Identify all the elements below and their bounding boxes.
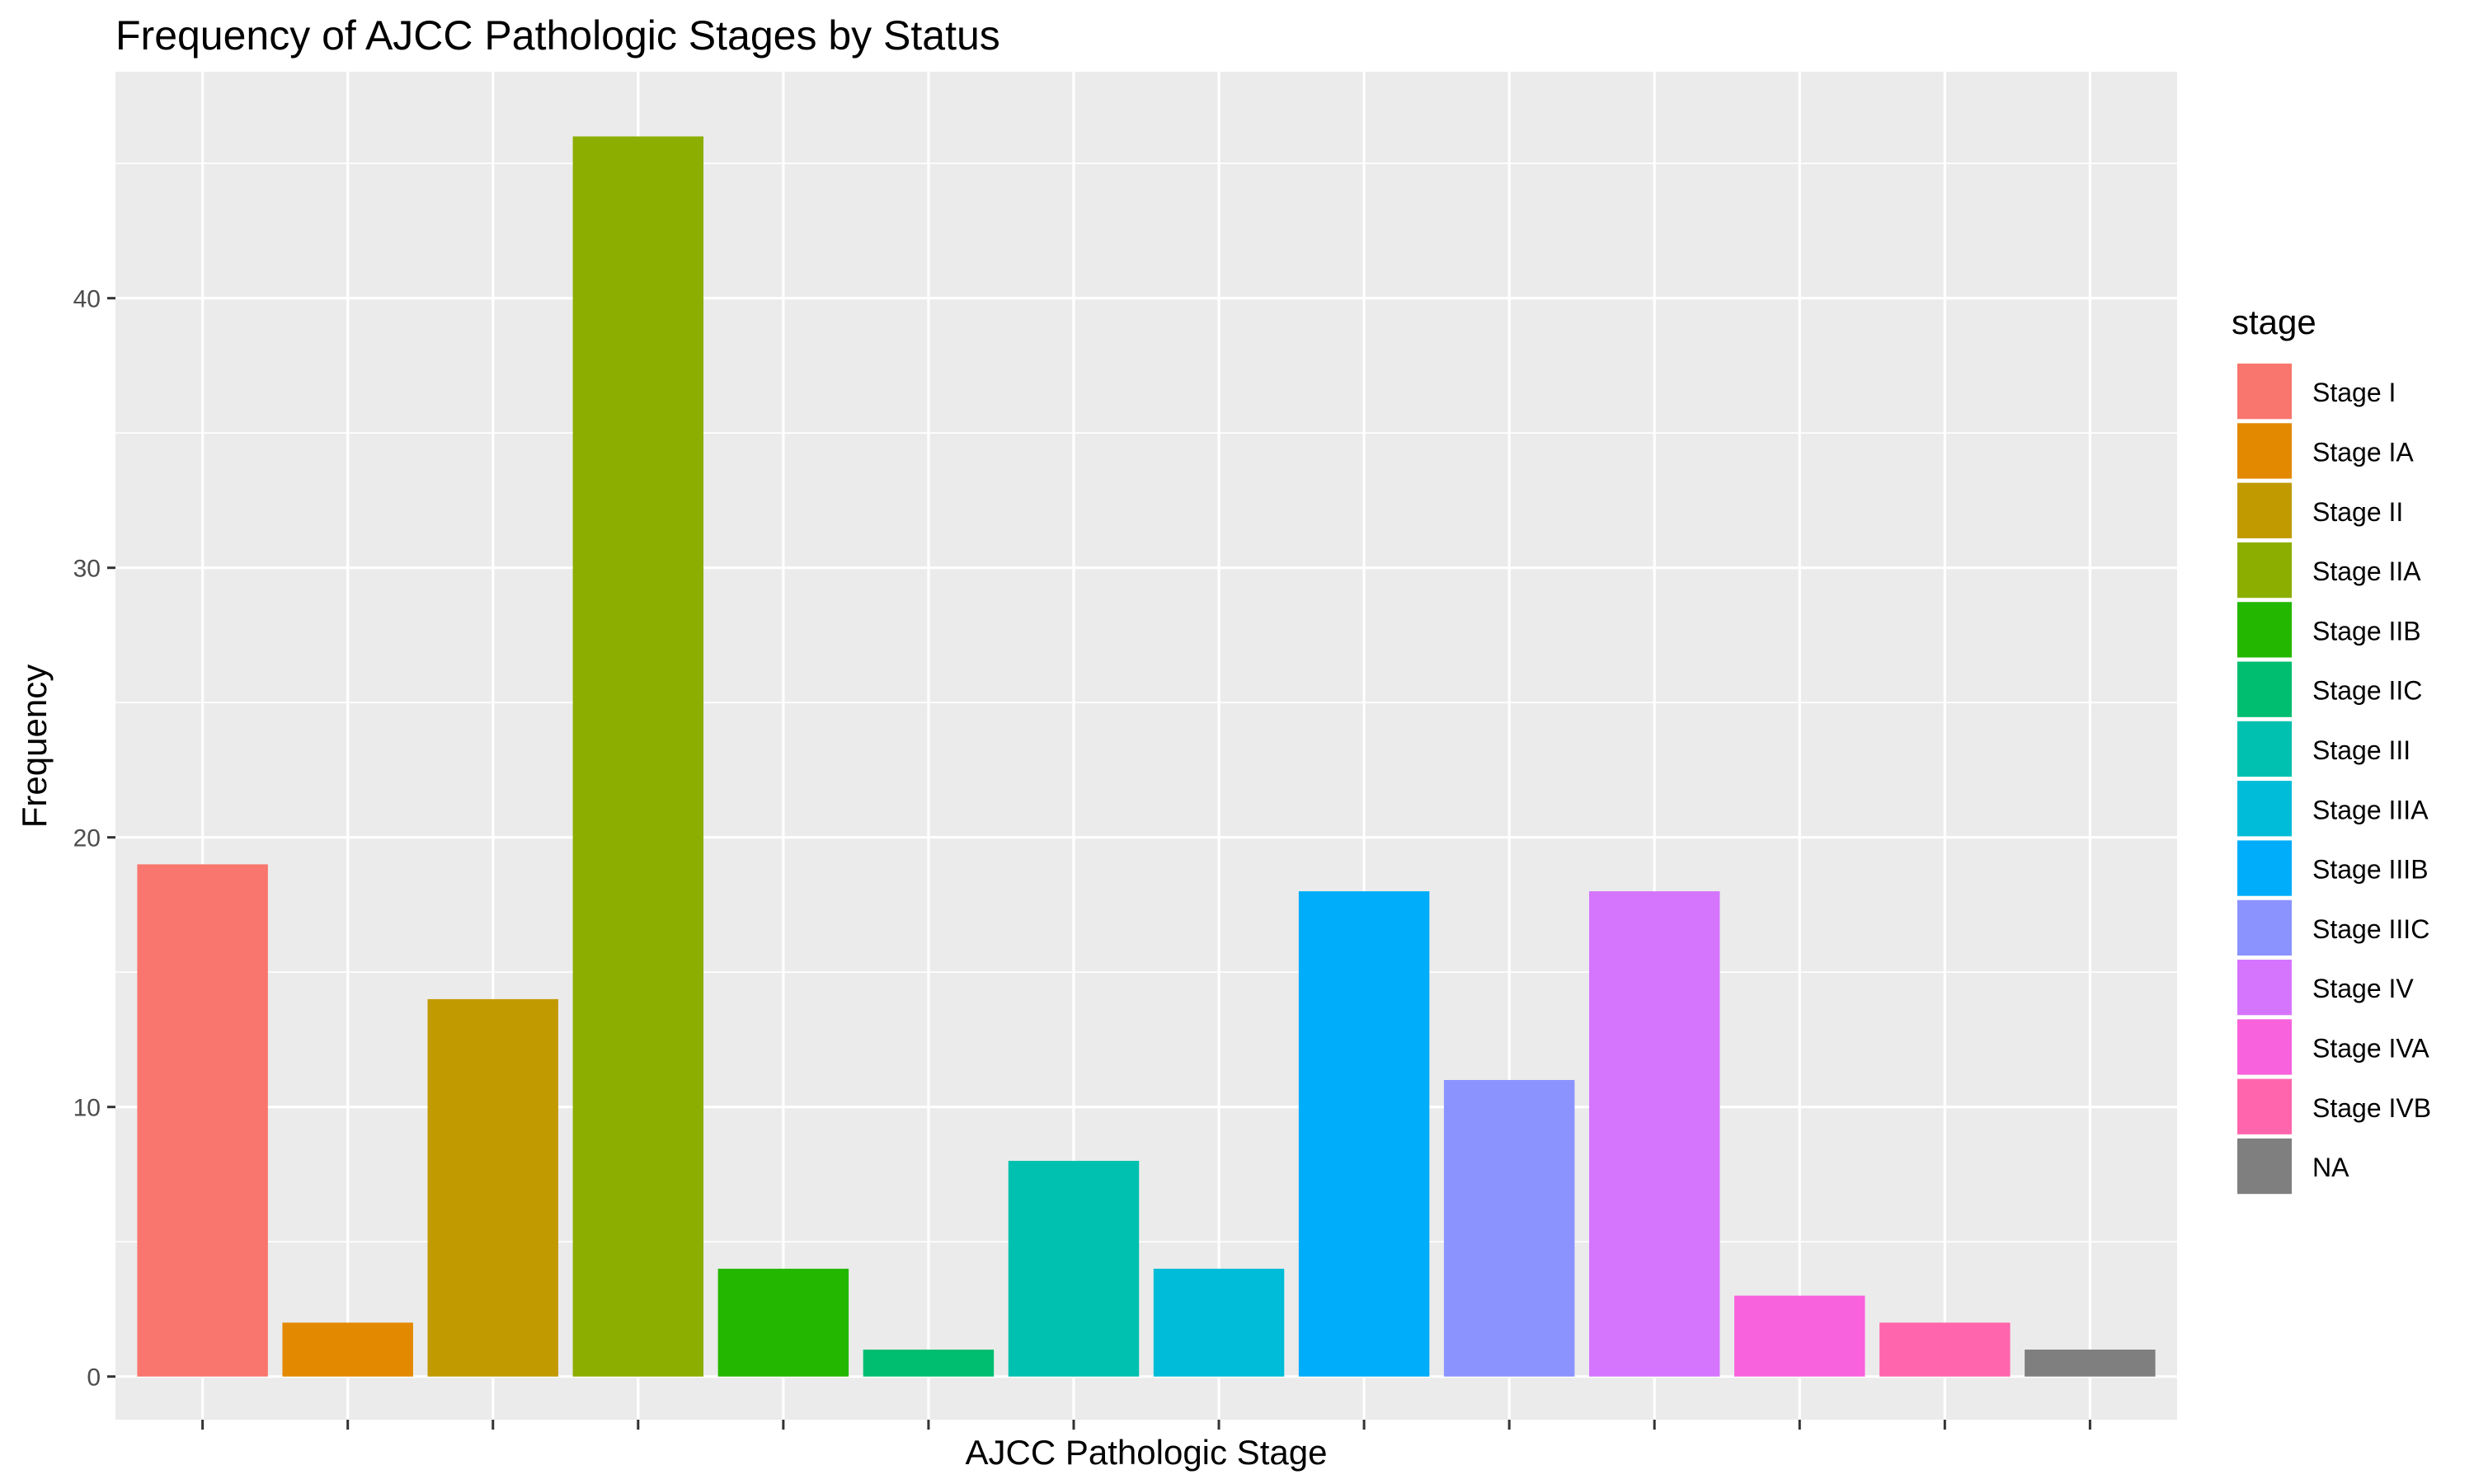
- bar-stage-iii: [1008, 1161, 1140, 1377]
- bar-stage-ivb: [1879, 1322, 2011, 1377]
- y-tick-label: 0: [87, 1364, 101, 1392]
- legend-label: Stage II: [2312, 497, 2403, 527]
- legend-label: Stage IIB: [2312, 616, 2421, 646]
- legend-label: Stage IIIB: [2312, 855, 2429, 885]
- legend-items: Stage I Stage IA Stage II Stage IIA Stage II…: [2236, 362, 2431, 1196]
- bar-stage-ii: [427, 998, 558, 1377]
- legend-key: [2236, 1017, 2293, 1077]
- legend-label: Stage I: [2312, 378, 2396, 407]
- y-axis: 0 10 20 30 40: [73, 286, 115, 1392]
- bar-stage-iia: [572, 136, 704, 1377]
- legend-key: [2236, 1077, 2293, 1136]
- bar-stage-ia: [282, 1322, 413, 1377]
- legend-title: stage: [2232, 303, 2316, 341]
- bars: [137, 136, 2156, 1377]
- y-tick-label: 10: [73, 1095, 101, 1122]
- bar-stage-iva: [1734, 1295, 1865, 1377]
- legend-key: [2236, 481, 2293, 540]
- legend-label: Stage IIIC: [2312, 914, 2429, 944]
- bar-stage-iv: [1588, 891, 1720, 1377]
- legend-key: [2236, 421, 2293, 481]
- legend-label: Stage III: [2312, 735, 2411, 765]
- bar-stage-iiic: [1443, 1079, 1575, 1377]
- grid-minor: [115, 162, 2177, 1242]
- bar-stage-iiib: [1298, 891, 1430, 1377]
- legend-key: [2236, 540, 2293, 600]
- legend-key: [2236, 898, 2293, 957]
- y-tick-label: 40: [73, 286, 101, 313]
- legend-key: [2236, 600, 2293, 660]
- legend-label: Stage IV: [2312, 974, 2414, 1003]
- legend-label: Stage IIC: [2312, 676, 2422, 706]
- bar-stage-iic: [863, 1349, 995, 1377]
- legend-label: Stage IA: [2312, 437, 2414, 467]
- legend-label: Stage IVB: [2312, 1093, 2431, 1123]
- legend-key: [2236, 1136, 2293, 1196]
- y-tick-label: 20: [73, 825, 101, 852]
- legend-key: [2236, 779, 2293, 838]
- bar-na: [2025, 1349, 2156, 1377]
- plot-panel: [115, 72, 2177, 1420]
- legend-label: Stage IIIA: [2312, 795, 2429, 824]
- bar-stage-i: [137, 864, 268, 1377]
- bar-stage-iiia: [1153, 1268, 1285, 1377]
- legend-label: NA: [2312, 1153, 2349, 1182]
- x-axis: [201, 1420, 2091, 1430]
- legend-key: [2236, 660, 2293, 719]
- chart-title: Frequency of AJCC Pathologic Stages by S…: [115, 12, 1000, 59]
- bar-stage-iib: [717, 1268, 849, 1377]
- legend-key: [2236, 958, 2293, 1017]
- legend-key: [2236, 838, 2293, 898]
- legend-key: [2236, 362, 2293, 421]
- x-axis-title: AJCC Pathologic Stage: [966, 1433, 1328, 1472]
- legend-label: Stage IIA: [2312, 556, 2421, 586]
- legend-key: [2236, 719, 2293, 779]
- legend-label: Stage IVA: [2312, 1033, 2429, 1063]
- y-axis-title: Frequency: [15, 665, 54, 828]
- y-tick-label: 30: [73, 556, 101, 583]
